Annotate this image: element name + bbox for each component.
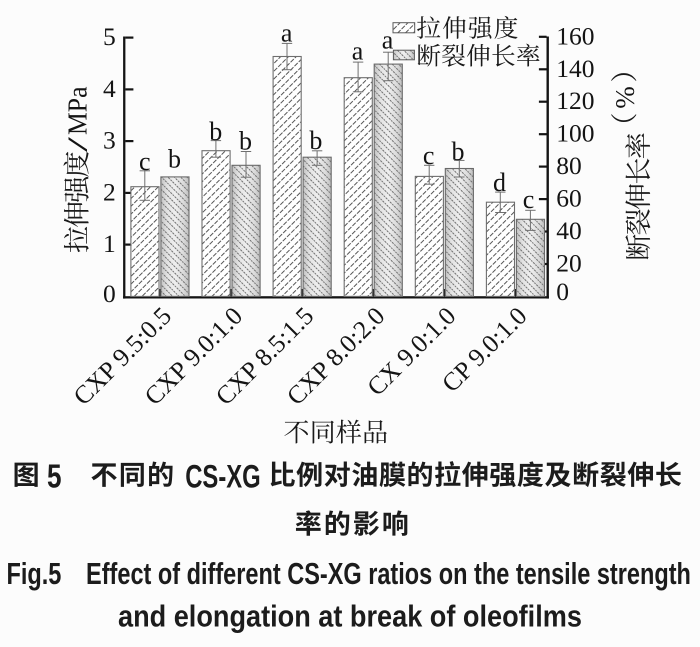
svg-text:a: a	[382, 26, 394, 55]
svg-text:b: b	[168, 145, 181, 174]
svg-text:60: 60	[556, 184, 582, 213]
svg-text:b: b	[309, 126, 322, 155]
svg-text:0: 0	[103, 279, 116, 308]
svg-text:b: b	[239, 127, 252, 156]
svg-text:100: 100	[556, 119, 594, 148]
svg-text:c: c	[423, 141, 435, 170]
svg-text:1: 1	[103, 229, 116, 258]
svg-text:5: 5	[47, 459, 62, 496]
svg-text:b: b	[452, 137, 465, 166]
svg-text:a: a	[281, 18, 293, 47]
svg-text:b: b	[209, 117, 222, 146]
svg-text:a: a	[352, 37, 364, 66]
svg-text:3: 3	[103, 126, 116, 155]
svg-text:120: 120	[556, 86, 594, 115]
svg-text:MPa: MPa	[63, 86, 93, 135]
svg-text:80: 80	[556, 151, 582, 180]
svg-text:Effect of different CS-XG rati: Effect of different CS-XG ratios on the …	[86, 556, 691, 591]
svg-text:140: 140	[556, 54, 594, 83]
svg-text:40: 40	[556, 216, 582, 245]
svg-text:0: 0	[556, 277, 569, 306]
svg-text:and elongation at break of ole: and elongation at break of oleofilms	[118, 600, 582, 634]
svg-text:Fig.5: Fig.5	[7, 556, 62, 591]
svg-text:20: 20	[556, 249, 582, 278]
svg-text:/: /	[63, 137, 93, 152]
svg-text:4: 4	[103, 74, 116, 103]
svg-text:2: 2	[103, 178, 116, 207]
svg-text:160: 160	[556, 21, 594, 50]
svg-text:%: %	[610, 86, 640, 109]
svg-text:c: c	[139, 147, 151, 176]
svg-text:5: 5	[103, 22, 116, 51]
svg-text:CS-XG: CS-XG	[185, 459, 261, 495]
svg-text:c: c	[523, 185, 535, 214]
svg-text:d: d	[493, 168, 506, 197]
